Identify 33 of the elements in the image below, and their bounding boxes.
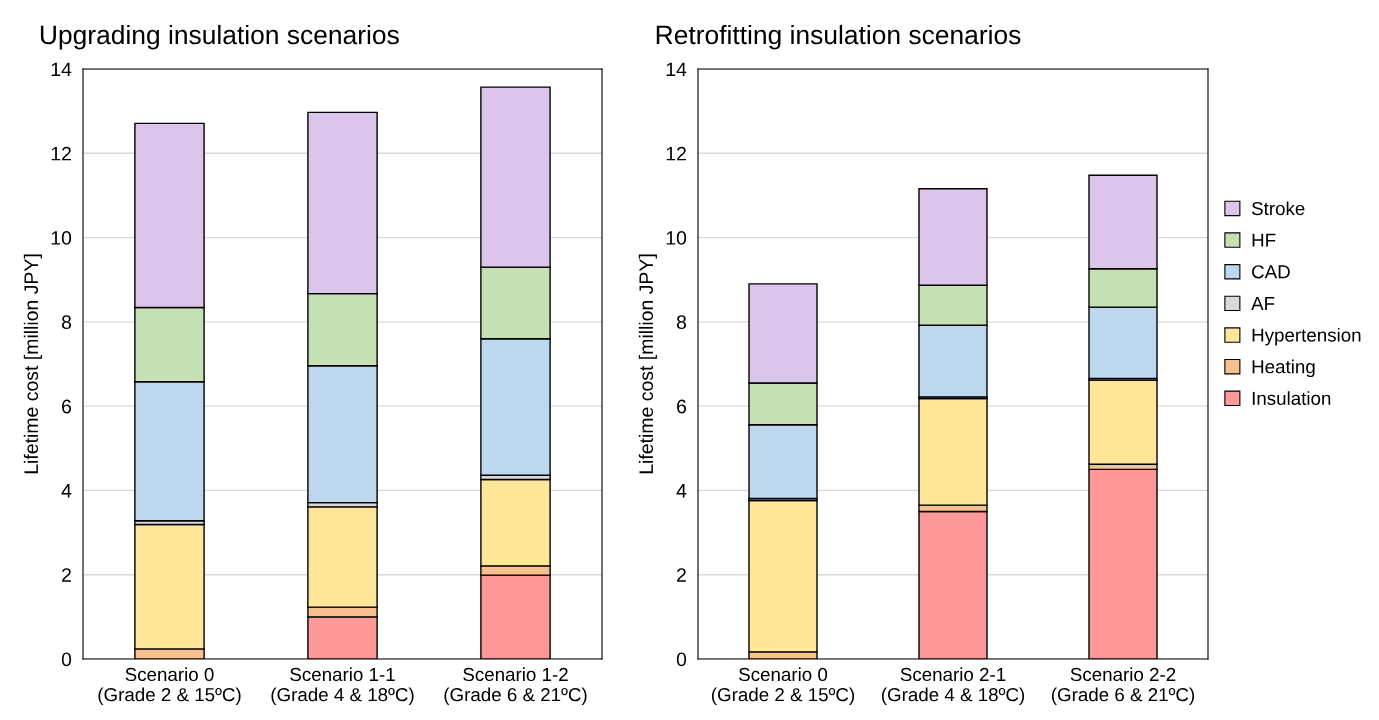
legend-label: Stroke (1251, 201, 1305, 216)
legend-label: Insulation (1252, 391, 1331, 405)
legend-label: Hypertension (1252, 327, 1361, 346)
y-tick-label: 14 (666, 62, 687, 77)
y-tick-label: 0 (61, 652, 72, 667)
x-tick-label: Scenario 0 (Grade 2 & 15ºC) (711, 667, 855, 705)
x-tick-label: Scenario 0 (Grade 2 & 15ºC) (98, 667, 241, 705)
y-tick-label: 2 (677, 568, 686, 582)
legend-label: HF (1252, 233, 1276, 247)
y-tick-label: 2 (62, 568, 71, 582)
y-tick-label: 8 (676, 315, 687, 330)
y-tick-label: 12 (51, 146, 71, 161)
x-tick-label: Scenario 1-2 (Grade 6 & 21ºC) (444, 667, 587, 705)
y-tick-label: 8 (61, 315, 72, 330)
y-tick-label: 10 (666, 231, 687, 245)
y-tick-label: 6 (677, 399, 687, 414)
y-tick-label: 10 (51, 231, 72, 245)
y-tick-label: 0 (676, 652, 687, 667)
y-axis-title: Lifetime cost [million JPY] (23, 254, 42, 474)
x-tick-label: Scenario 2-2 (Grade 6 & 21ºC) (1051, 667, 1195, 705)
chart-title: Upgrading insulation scenarios (40, 24, 399, 50)
x-tick-label: Scenario 1-1 (Grade 4 & 18ºC) (271, 667, 414, 705)
legend-label: AF (1251, 297, 1275, 310)
legend-label: Heating (1252, 359, 1315, 378)
y-tick-label: 14 (51, 62, 72, 77)
y-axis-title: Lifetime cost [million JPY] (638, 254, 657, 474)
y-tick-label: 12 (666, 146, 686, 161)
legend-label: CAD (1252, 265, 1290, 279)
y-tick-label: 4 (61, 484, 72, 498)
y-tick-label: 4 (676, 484, 687, 498)
x-tick-label: Scenario 2-1 (Grade 4 & 18ºC) (881, 667, 1025, 705)
chart-title: Retrofitting insulation scenarios (656, 24, 1021, 50)
y-tick-label: 6 (62, 399, 72, 414)
